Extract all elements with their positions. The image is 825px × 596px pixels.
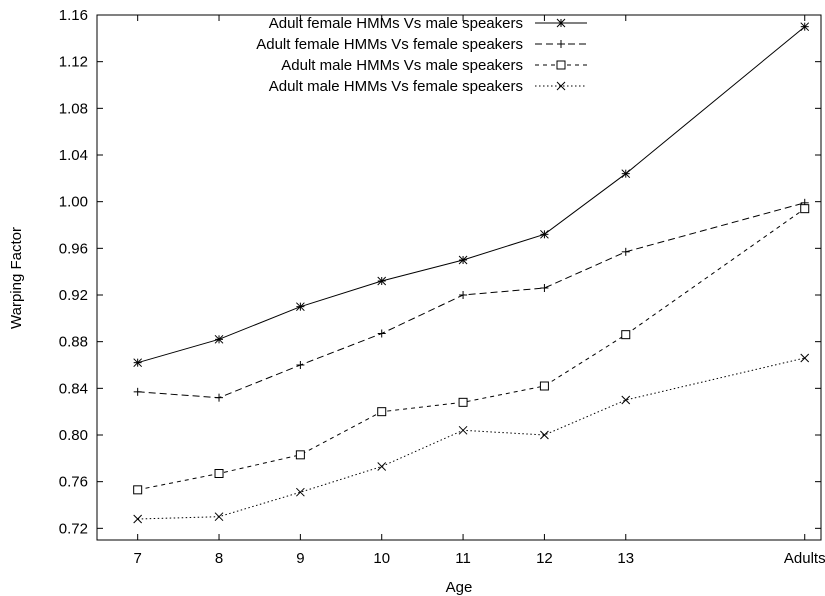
data-point-marker: [214, 334, 224, 344]
data-point-marker: [296, 302, 305, 312]
data-point-marker: [296, 361, 305, 369]
data-point-marker: [621, 330, 631, 340]
legend-item: Adult female HMMs Vs female speakers: [256, 36, 587, 53]
data-point-marker: [296, 487, 305, 497]
data-point-marker: [540, 229, 549, 239]
y-axis-tick-labels: 0.72 0.76 0.80 0.84 0.88 0.92 0.96 1.00 1.04 1.08…: [59, 7, 88, 537]
axis-ticks: [97, 14, 821, 540]
y-tick-label: 0.80: [59, 427, 88, 444]
legend-label: Adult male HMMs Vs male speakers: [281, 57, 523, 74]
x-tick-label: 12: [536, 550, 553, 567]
y-tick-label: 0.88: [59, 334, 88, 351]
y-tick-label: 1.08: [59, 100, 88, 117]
data-point-marker: [377, 407, 387, 417]
x-axis-label: Age: [446, 579, 473, 596]
y-tick-label: 1.12: [59, 54, 88, 71]
data-point-marker: [621, 169, 631, 179]
x-tick-label: 11: [455, 550, 471, 567]
y-tick-label: 0.84: [59, 380, 88, 397]
x-tick-label: Adults: [784, 550, 825, 567]
data-point-marker: [133, 387, 142, 396]
legend-item: Adult female HMMs Vs male speakers: [269, 15, 587, 32]
data-point-marker: [458, 255, 468, 265]
legend-label: Adult male HMMs Vs female speakers: [269, 78, 523, 95]
series-3: [133, 204, 810, 495]
y-axis-label: Warping Factor: [8, 227, 25, 329]
data-point-marker: [540, 430, 549, 440]
y-tick-label: 0.76: [59, 474, 88, 491]
series-line: [137, 26, 806, 364]
data-point-marker: [800, 204, 810, 214]
data-point-marker: [377, 276, 387, 286]
data-point-marker: [556, 81, 566, 91]
x-tick-label: 10: [373, 550, 390, 567]
series-2: [133, 198, 809, 402]
series-1: [133, 22, 810, 368]
data-point-marker: [133, 485, 143, 495]
data-point-marker: [540, 284, 549, 292]
x-tick-label: 9: [296, 550, 304, 567]
data-point-marker: [214, 469, 224, 478]
x-tick-label: 7: [134, 550, 142, 567]
y-tick-label: 1.04: [59, 147, 88, 164]
data-point-marker: [133, 514, 143, 524]
data-point-marker: [458, 425, 468, 435]
data-point-marker: [458, 397, 468, 407]
data-point-marker: [295, 450, 305, 460]
data-point-marker: [800, 22, 810, 32]
x-axis-tick-labels: 7 8 9 10 11 12 13 Adults: [134, 550, 825, 567]
y-tick-label: 1.00: [59, 194, 88, 211]
data-point-marker: [556, 60, 566, 70]
legend: Adult female HMMs Vs male speakers Adult …: [256, 15, 587, 95]
y-tick-label: 0.92: [59, 287, 88, 304]
legend-item: Adult male HMMs Vs male speakers: [281, 57, 587, 74]
data-point-marker: [557, 40, 565, 48]
data-point-marker: [459, 291, 468, 299]
series-line: [137, 357, 805, 520]
series-group: [133, 22, 810, 524]
x-tick-label: 8: [215, 550, 223, 567]
data-point-marker: [215, 393, 224, 402]
data-point-marker: [539, 381, 549, 391]
legend-item: Adult male HMMs Vs female speakers: [269, 78, 587, 95]
data-point-marker: [377, 329, 386, 338]
data-point-marker: [621, 247, 630, 256]
y-tick-label: 0.96: [59, 240, 88, 257]
data-point-marker: [377, 462, 387, 471]
data-point-marker: [214, 512, 224, 522]
series-4: [133, 353, 810, 524]
data-point-marker: [621, 395, 631, 405]
y-tick-label: 1.16: [59, 7, 88, 24]
data-point-marker: [133, 358, 143, 368]
series-line: [137, 208, 805, 491]
data-point-marker: [556, 18, 566, 28]
y-tick-label: 0.72: [59, 520, 88, 537]
x-tick-label: 13: [617, 550, 634, 567]
legend-label: Adult female HMMs Vs male speakers: [269, 15, 523, 32]
series-line: [137, 202, 805, 399]
legend-label: Adult female HMMs Vs female speakers: [256, 36, 523, 53]
plot-frame: [96, 14, 822, 541]
data-point-marker: [800, 353, 810, 363]
